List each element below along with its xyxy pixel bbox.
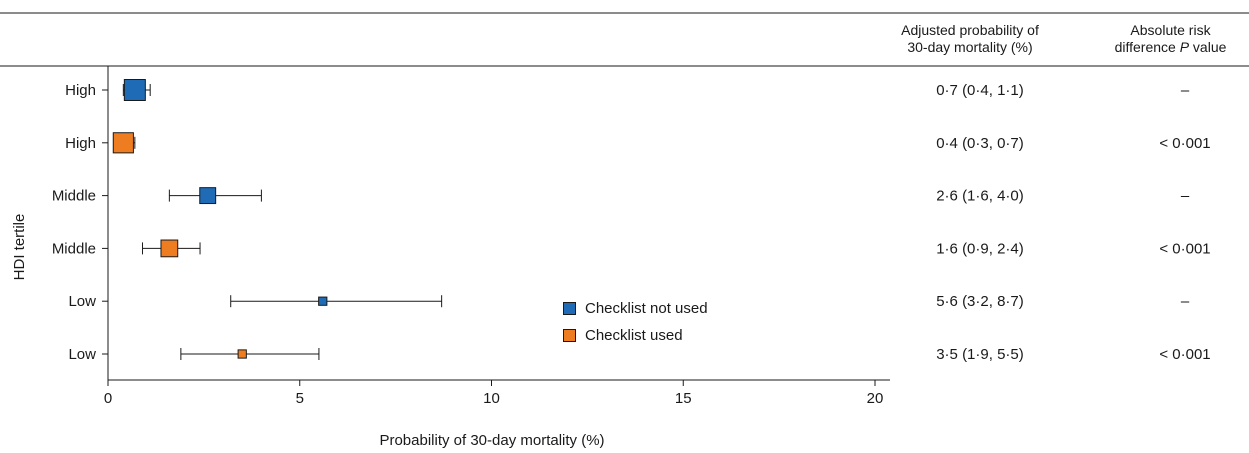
x-tick-label: 10: [483, 390, 500, 407]
x-axis-title: Probability of 30-day mortality (%): [379, 432, 604, 449]
estimate-column-header: Adjusted probability of 30-day mortality…: [850, 22, 1090, 56]
p-value: < 0·001: [1159, 346, 1210, 363]
row-label: Middle: [52, 188, 96, 205]
row-label: Middle: [52, 240, 96, 257]
x-tick-label: 20: [867, 390, 884, 407]
y-axis-title: HDI tertile: [11, 214, 28, 281]
estimate-value: 2·6 (1·6, 4·0): [936, 188, 1024, 205]
estimate-marker: [318, 296, 328, 306]
p-header-prefix: difference: [1114, 39, 1176, 55]
legend-label-checklist-not-used: Checklist not used: [585, 300, 708, 317]
p-header-suffix: value: [1189, 39, 1227, 55]
legend-item-checklist-not-used: Checklist not used: [563, 300, 708, 318]
estimate-value: 5·6 (3·2, 8·7): [936, 293, 1024, 310]
estimate-value: 0·7 (0·4, 1·1): [936, 82, 1024, 99]
p-value-column-header: Absolute risk difference P value: [1092, 22, 1249, 56]
estimate-marker: [160, 239, 179, 258]
p-value: –: [1181, 293, 1190, 310]
estimate-marker: [199, 187, 217, 205]
row-label: Low: [68, 346, 96, 363]
p-value: –: [1181, 82, 1190, 99]
estimate-marker: [237, 349, 247, 359]
p-value: < 0·001: [1159, 135, 1210, 152]
x-tick-label: 15: [675, 390, 692, 407]
estimate-value: 3·5 (1·9, 5·5): [936, 346, 1024, 363]
p-header-italic: P: [1179, 39, 1190, 55]
legend-item-checklist-used: Checklist used: [563, 327, 683, 345]
legend-swatch-blue: [563, 302, 576, 315]
estimate-value: 0·4 (0·3, 0·7): [936, 135, 1024, 152]
estimate-header-line2: 30-day mortality (%): [907, 39, 1033, 55]
x-tick-label: 0: [104, 390, 112, 407]
legend-label-checklist-used: Checklist used: [585, 327, 683, 344]
row-label: High: [65, 135, 96, 152]
p-header-line2: difference P value: [1092, 39, 1249, 56]
row-label: Low: [68, 293, 96, 310]
p-value: –: [1181, 188, 1190, 205]
legend-swatch-orange: [563, 329, 576, 342]
row-label: High: [65, 82, 96, 99]
estimate-marker: [123, 79, 146, 101]
estimate-header-line1: Adjusted probability of: [901, 22, 1039, 38]
p-header-line1: Absolute risk: [1130, 22, 1211, 38]
estimate-value: 1·6 (0·9, 2·4): [936, 240, 1024, 257]
x-tick-label: 5: [296, 390, 304, 407]
estimate-marker: [112, 132, 134, 154]
p-value: < 0·001: [1159, 240, 1210, 257]
